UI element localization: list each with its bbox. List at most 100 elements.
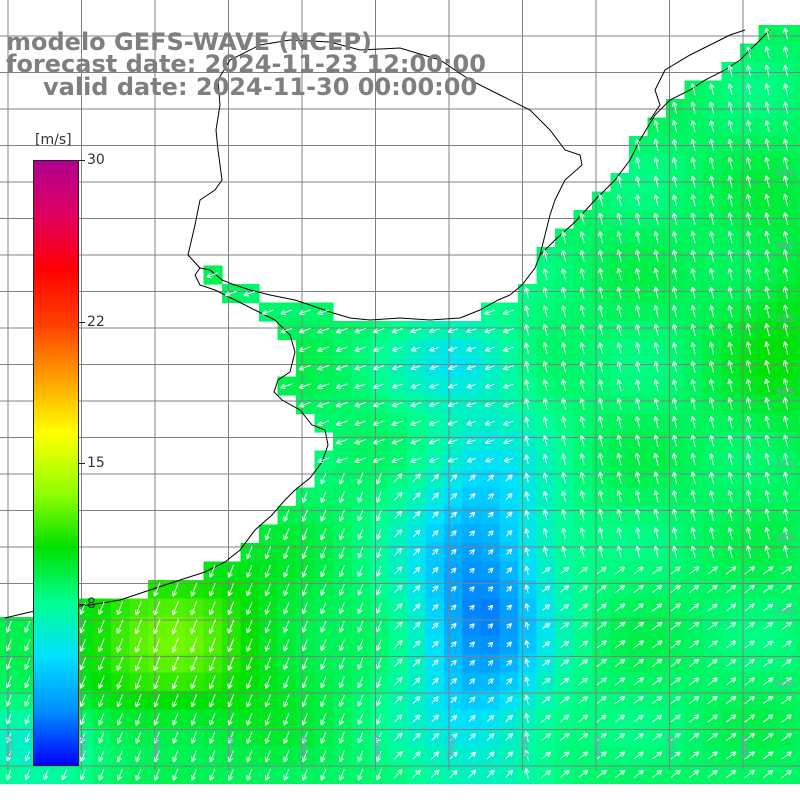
wind-arrow <box>766 177 769 189</box>
wind-cell <box>795 210 800 230</box>
colorbar-tick-mark <box>79 160 85 161</box>
colorbar-tick-label: 8 <box>87 596 96 613</box>
wind-cell <box>795 43 800 63</box>
wind-arrow <box>767 66 770 77</box>
wind-arrow <box>748 140 751 151</box>
wind-arrow <box>619 177 622 188</box>
wind-arrow <box>748 195 751 207</box>
wind-cell <box>795 358 800 378</box>
wind-arrow <box>674 140 677 151</box>
wind-arrow <box>748 177 751 189</box>
wind-arrow <box>766 47 769 59</box>
wind-arrow <box>748 66 751 77</box>
wind-arrow <box>729 103 732 114</box>
wind-arrows <box>7 29 800 780</box>
wind-arrow <box>766 140 769 151</box>
colorbar-tick-mark <box>79 321 85 323</box>
wind-cell <box>795 524 800 544</box>
lon-label: 59W <box>79 735 90 758</box>
wind-cell <box>795 284 800 304</box>
wind-arrow <box>655 121 658 133</box>
wind-cell <box>795 339 800 359</box>
lon-label: 55W <box>373 735 384 758</box>
wind-cell <box>795 62 800 82</box>
wind-arrow <box>785 85 788 96</box>
wind-arrow <box>711 121 714 133</box>
colorbar <box>33 160 79 766</box>
wind-speed-cells <box>0 25 800 785</box>
lon-label: 60W <box>5 735 16 758</box>
wind-arrow <box>785 195 788 207</box>
inland-border-path <box>187 39 583 269</box>
colorbar-tick-label: 30 <box>87 152 105 168</box>
lon-label: 58W <box>152 735 163 758</box>
wind-arrow <box>785 177 788 189</box>
wind-cell <box>795 302 800 322</box>
wind-cell <box>795 395 800 415</box>
wind-arrow <box>748 158 751 170</box>
wind-arrow <box>766 29 769 40</box>
wind-arrow <box>674 177 677 188</box>
lon-label: 56W <box>299 735 310 758</box>
wind-cell <box>795 191 800 211</box>
wind-cell <box>795 617 800 637</box>
wind-cell <box>795 691 800 711</box>
lat-label: 39S <box>775 606 794 617</box>
wind-arrow <box>692 195 695 207</box>
wind-arrow <box>729 66 732 77</box>
wind-cell <box>795 709 800 729</box>
wind-arrow <box>711 158 714 170</box>
colorbar-tick-label: 15 <box>87 455 105 471</box>
wind-cell <box>795 506 800 526</box>
wind-cell <box>795 746 800 766</box>
wind-arrow <box>729 195 732 207</box>
wind-cell <box>795 25 800 45</box>
lon-label: 51W <box>667 735 678 758</box>
wind-arrow <box>637 140 640 151</box>
wind-arrow <box>692 177 695 188</box>
wind-arrow <box>785 140 788 151</box>
wind-arrow <box>618 196 621 207</box>
wind-arrow <box>766 195 769 207</box>
wind-arrow <box>729 140 732 151</box>
wind-arrow <box>785 158 788 170</box>
wind-arrow <box>748 103 751 114</box>
wind-arrow <box>655 140 658 151</box>
wind-cell <box>795 432 800 452</box>
wind-cell <box>795 413 800 433</box>
wind-cell <box>795 654 800 674</box>
lat-label: 34S <box>775 241 794 252</box>
lon-label: 57W <box>226 735 237 758</box>
wind-arrow <box>767 103 770 114</box>
wind-cell <box>795 228 800 248</box>
wind-cell <box>795 543 800 563</box>
lat-label: 33S <box>775 168 794 179</box>
lat-label: 37S <box>775 460 794 471</box>
wind-cell <box>795 765 800 785</box>
wind-arrow <box>674 159 677 170</box>
wind-arrow <box>674 196 677 207</box>
wind-arrow <box>785 121 788 133</box>
lat-label: 36S <box>775 387 794 398</box>
wind-arrow <box>785 47 788 59</box>
wind-arrow <box>730 85 733 96</box>
wind-arrow <box>729 121 732 133</box>
lat-label: 38S <box>775 533 794 544</box>
wind-cell <box>795 265 800 285</box>
wind-cell <box>795 487 800 507</box>
lon-label: 50W <box>740 735 751 758</box>
wind-arrow <box>692 84 695 96</box>
colorbar-unit: [m/s] <box>35 132 72 148</box>
wind-cell <box>795 561 800 581</box>
wind-arrow <box>785 29 788 40</box>
graticule <box>0 0 800 770</box>
wind-arrow <box>766 158 769 170</box>
wind-arrow <box>767 85 770 96</box>
wind-arrow <box>785 66 788 77</box>
wind-arrow <box>692 121 695 133</box>
wind-arrow <box>729 158 732 170</box>
wind-arrow <box>656 159 659 170</box>
wind-arrow <box>766 121 769 133</box>
inland-border-north <box>649 29 746 121</box>
wind-cell <box>795 635 800 655</box>
